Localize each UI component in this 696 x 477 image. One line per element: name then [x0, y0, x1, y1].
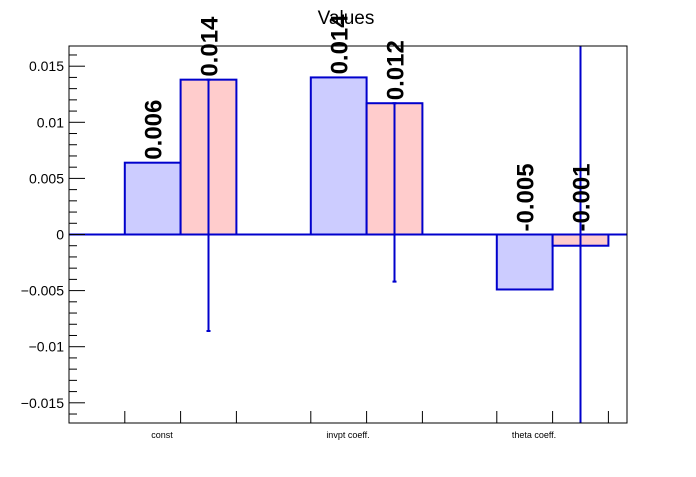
x-tick-label: invpt coeff. — [326, 430, 369, 440]
value-label-s1-3: -0.005 — [513, 163, 540, 231]
axes-layer: −0.015 −0.01 −0.005 0 0.005 0.01 0.015 const inv… — [21, 45, 628, 440]
value-label-s1-2: 0.014 — [327, 14, 354, 75]
bar-s1-2 — [309, 76, 368, 236]
y-tick-label: −0.015 — [21, 395, 64, 411]
bars-layer — [69, 46, 627, 423]
value-label-s2-2: 0.012 — [383, 40, 410, 100]
value-label-s2-3: -0.001 — [569, 163, 596, 231]
y-tick-label: 0.015 — [29, 58, 64, 74]
x-tick-label: theta coeff. — [512, 430, 556, 440]
y-tick-label: 0.005 — [29, 170, 64, 186]
y-tick-label: −0.005 — [21, 283, 64, 299]
value-label-s1-1: 0.006 — [141, 100, 168, 160]
bar-s1-1 — [123, 161, 182, 236]
y-tick-label: 0.01 — [37, 114, 64, 130]
y-tick-label: 0 — [56, 227, 64, 243]
y-tick-label: −0.01 — [29, 339, 65, 355]
value-label-s2-1: 0.014 — [197, 16, 224, 77]
x-tick-label: const — [151, 430, 173, 440]
bar-s1-3 — [495, 233, 554, 291]
chart-title: Values — [318, 8, 375, 29]
labels-layer: 0.006 0.014 -0.005 0.014 0.012 -0.001 — [141, 14, 596, 232]
